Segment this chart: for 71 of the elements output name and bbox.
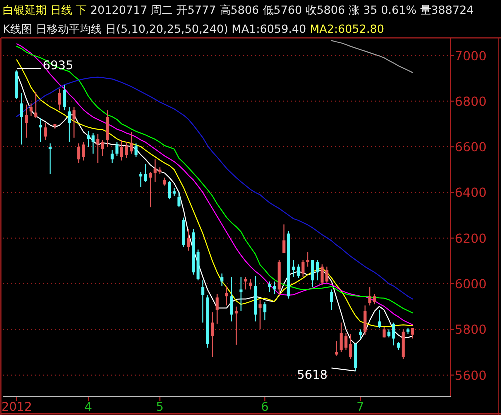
candlestick xyxy=(335,340,338,356)
y-tick-label: 6800 xyxy=(455,94,487,109)
candlestick xyxy=(230,276,234,322)
y-tick-label: 6400 xyxy=(455,185,487,200)
candlestick xyxy=(58,88,62,112)
candlestick xyxy=(216,294,219,324)
candlestick xyxy=(211,312,214,358)
candlestick xyxy=(282,224,286,254)
candlestick xyxy=(63,84,66,112)
candlestick xyxy=(82,142,86,162)
candlestick xyxy=(306,252,310,268)
candlestick xyxy=(354,342,358,372)
candlestick xyxy=(92,132,95,154)
x-tick-label: 2012 xyxy=(2,400,32,414)
candlestick xyxy=(364,305,367,336)
candlestick xyxy=(44,122,48,141)
candlestick xyxy=(330,289,334,311)
candlestick xyxy=(264,302,267,322)
y-tick-label: 6600 xyxy=(455,140,487,155)
candlestick xyxy=(178,192,181,208)
y-tick-label: 5800 xyxy=(455,322,487,338)
candlestick xyxy=(368,286,372,306)
text: MA1:6059.40 xyxy=(228,23,306,36)
candlestick xyxy=(48,143,52,175)
line-series xyxy=(331,40,414,74)
candlestick xyxy=(72,106,76,138)
candlestick xyxy=(373,294,376,306)
candlestick xyxy=(296,264,300,279)
candlestick xyxy=(34,92,38,120)
candlestick xyxy=(258,299,262,330)
y-tick-label: 6000 xyxy=(455,276,487,292)
annotation: 5618 xyxy=(297,368,328,382)
candlestick xyxy=(187,228,190,252)
candlestick xyxy=(116,142,119,157)
candlestick xyxy=(378,310,382,330)
x-tick-label: 5 xyxy=(156,400,164,414)
candlestick xyxy=(249,278,252,290)
y-tick-label: 6200 xyxy=(455,230,487,246)
candlestick xyxy=(87,130,90,148)
candlestick xyxy=(225,286,228,306)
x-tick-label: 6 xyxy=(261,400,269,414)
candlestick xyxy=(30,103,33,117)
candlestick xyxy=(78,143,81,164)
candlestick xyxy=(106,110,110,148)
candlestick xyxy=(359,329,362,340)
candlestick xyxy=(349,334,352,360)
candlestick xyxy=(202,280,205,324)
candlestick xyxy=(302,260,305,278)
candlestick xyxy=(130,132,134,154)
x-tick-label: 7 xyxy=(356,400,364,414)
candlestick xyxy=(134,143,138,158)
candlestick xyxy=(168,180,172,200)
candlestick xyxy=(240,276,243,312)
candlestick xyxy=(149,172,152,208)
candlestick xyxy=(20,92,24,146)
candlestick xyxy=(144,164,148,183)
candlestick xyxy=(25,104,28,138)
chart-title: 白银延期 日线 下 xyxy=(3,4,88,17)
line-series xyxy=(16,76,414,300)
candlestick xyxy=(101,140,104,157)
candlestick xyxy=(96,134,100,164)
candlestick xyxy=(110,150,114,164)
text: 20120717 周二 开5777 高5806 低5760 收5806 涨 35 0.61% 量388724 xyxy=(87,4,474,17)
candlestick xyxy=(392,322,396,346)
y-tick-label: 7000 xyxy=(455,48,487,64)
chart-subtitle: K线图 日移动平均线 日(5,10,20,25,50,240) xyxy=(3,23,228,36)
candlestick xyxy=(68,106,71,143)
text: MA2:6052.80 xyxy=(306,23,384,36)
y-tick-label: 5600 xyxy=(455,368,487,383)
x-tick-label: 4 xyxy=(84,400,92,414)
candlestick xyxy=(220,273,224,287)
